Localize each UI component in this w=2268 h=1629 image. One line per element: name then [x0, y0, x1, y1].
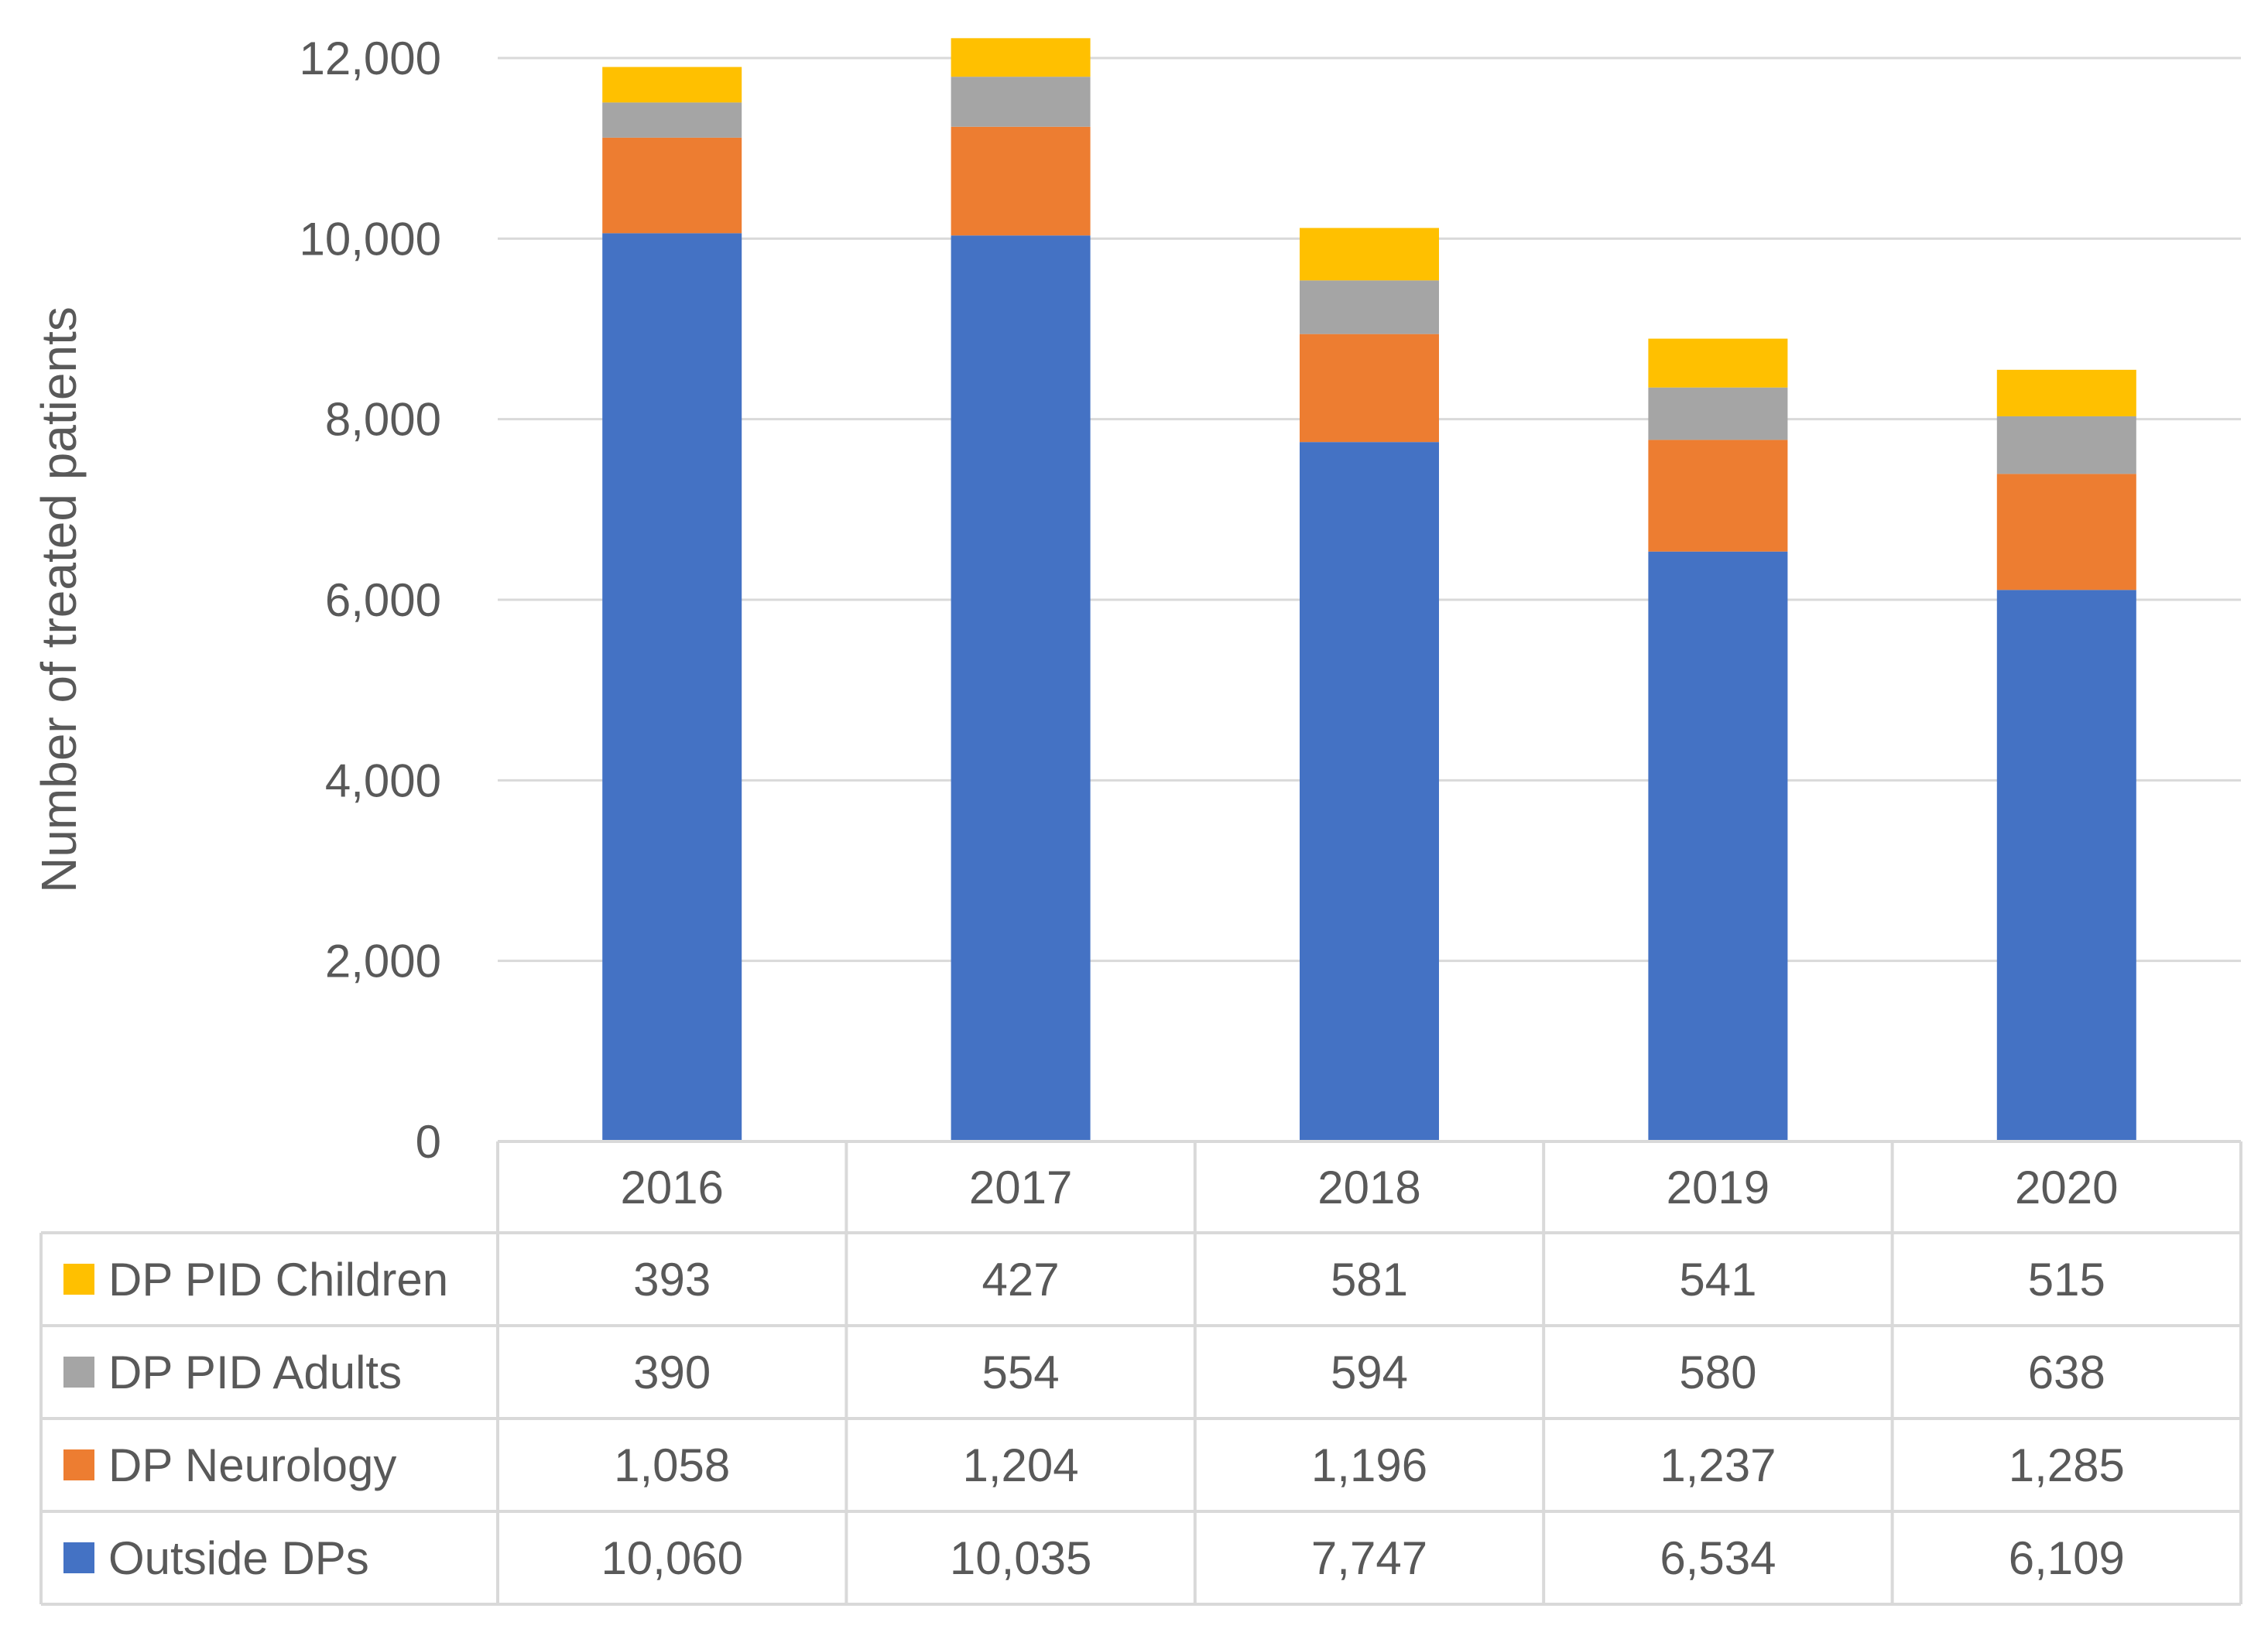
- data-label: 515: [2028, 1254, 2105, 1306]
- legend-label-dp-neurology: DP Neurology: [108, 1439, 396, 1491]
- legend-label-dp-pid-adults: DP PID Adults: [108, 1347, 402, 1398]
- data-label: 7,747: [1311, 1532, 1427, 1584]
- bar-segment-dp-neurology-2019: [1648, 440, 1788, 552]
- legend-label-dp-pid-children: DP PID Children: [108, 1254, 448, 1306]
- data-label: 541: [1679, 1254, 1756, 1306]
- bar-segment-dp-pid-children-2019: [1648, 338, 1788, 388]
- data-label: 1,204: [963, 1439, 1079, 1491]
- legend-key-dp-pid-adults: [63, 1357, 94, 1388]
- legend-key-dp-neurology: [63, 1449, 94, 1480]
- data-label: 393: [633, 1254, 711, 1306]
- y-tick-label: 2,000: [325, 936, 441, 987]
- data-label: 1,285: [2009, 1439, 2125, 1491]
- legend-label-outside-dps: Outside DPs: [108, 1532, 369, 1584]
- data-label: 6,534: [1660, 1532, 1776, 1584]
- data-label: 554: [982, 1347, 1060, 1398]
- x-category-label: 2020: [2015, 1162, 2118, 1213]
- bar-segment-dp-pid-adults-2018: [1300, 280, 1439, 334]
- y-axis-ticks: 0 2,000 4,000 6,000 8,000 10,000 12,000: [299, 33, 441, 1168]
- x-category-label: 2019: [1667, 1162, 1770, 1213]
- bar-segment-outside-dps-2016: [602, 233, 742, 1141]
- y-axis-title: Number of treated patients: [31, 306, 87, 893]
- legend-key-outside-dps: [63, 1542, 94, 1573]
- x-category-label: 2016: [620, 1162, 723, 1213]
- legend-key-dp-pid-children: [63, 1264, 94, 1295]
- bar-segment-dp-pid-children-2016: [602, 67, 742, 103]
- y-tick-label: 0: [416, 1116, 441, 1168]
- data-label: 1,196: [1311, 1439, 1427, 1491]
- data-label: 581: [1331, 1254, 1408, 1306]
- data-label: 427: [982, 1254, 1060, 1306]
- y-tick-label: 12,000: [299, 33, 441, 84]
- data-label: 1,058: [614, 1439, 730, 1491]
- data-label: 10,035: [950, 1532, 1092, 1584]
- bar-segment-outside-dps-2019: [1648, 551, 1788, 1141]
- y-tick-label: 8,000: [325, 394, 441, 446]
- bar-segment-dp-pid-adults-2017: [951, 77, 1091, 127]
- x-category-label: 2017: [969, 1162, 1072, 1213]
- data-label: 1,237: [1660, 1439, 1776, 1491]
- bar-segment-dp-pid-adults-2019: [1648, 387, 1788, 440]
- data-label: 580: [1679, 1347, 1756, 1398]
- bar-segment-dp-pid-children-2018: [1300, 228, 1439, 281]
- bar-segment-outside-dps-2020: [1996, 590, 2136, 1141]
- data-label: 10,060: [601, 1532, 743, 1584]
- y-tick-label: 4,000: [325, 755, 441, 806]
- bar-segment-dp-neurology-2017: [951, 126, 1091, 236]
- data-label: 6,109: [2009, 1532, 2125, 1584]
- bar-segment-dp-pid-children-2017: [951, 38, 1091, 77]
- y-tick-label: 10,000: [299, 213, 441, 265]
- bar-segment-dp-neurology-2016: [602, 137, 742, 234]
- bars: [602, 38, 2136, 1141]
- bar-segment-outside-dps-2018: [1300, 442, 1439, 1141]
- bar-segment-dp-neurology-2020: [1996, 474, 2136, 590]
- bar-segment-dp-neurology-2018: [1300, 334, 1439, 443]
- data-label: 390: [633, 1347, 711, 1398]
- y-tick-label: 6,000: [325, 574, 441, 626]
- x-category-label: 2018: [1317, 1162, 1420, 1213]
- bar-segment-outside-dps-2017: [951, 235, 1091, 1141]
- bar-segment-dp-pid-adults-2020: [1996, 416, 2136, 474]
- data-table: 2016 2017 2018 2019 2020 DP PID Children 393 42…: [39, 1140, 2242, 1606]
- data-label: 638: [2028, 1347, 2105, 1398]
- bar-segment-dp-pid-adults-2016: [602, 102, 742, 138]
- data-label: 594: [1331, 1347, 1408, 1398]
- bar-segment-dp-pid-children-2020: [1996, 369, 2136, 416]
